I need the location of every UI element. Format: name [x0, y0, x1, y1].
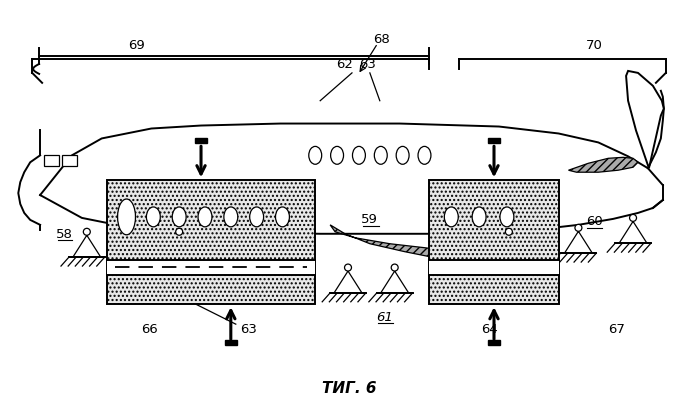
Ellipse shape	[418, 146, 431, 164]
Ellipse shape	[250, 207, 264, 227]
Ellipse shape	[352, 146, 365, 164]
Ellipse shape	[224, 207, 238, 227]
Ellipse shape	[147, 207, 161, 227]
Bar	[225, 340, 237, 345]
Circle shape	[345, 264, 352, 271]
Bar	[488, 340, 500, 345]
Text: 67: 67	[608, 323, 625, 336]
Bar	[429, 180, 558, 304]
Polygon shape	[330, 225, 491, 268]
Polygon shape	[626, 71, 664, 168]
Text: 64: 64	[481, 323, 498, 336]
Circle shape	[83, 228, 90, 235]
Text: ΤИГ. 6: ΤИГ. 6	[322, 381, 376, 396]
Ellipse shape	[500, 207, 514, 227]
Text: 59: 59	[362, 213, 378, 226]
Bar	[195, 139, 207, 143]
Bar	[62, 156, 77, 166]
Text: 63: 63	[240, 323, 257, 336]
Bar	[44, 156, 59, 166]
Bar	[488, 139, 500, 143]
Circle shape	[176, 228, 183, 235]
Ellipse shape	[472, 207, 486, 227]
Ellipse shape	[276, 207, 290, 227]
Circle shape	[391, 264, 398, 271]
Text: 61: 61	[376, 311, 393, 324]
Ellipse shape	[172, 207, 186, 227]
Text: 66: 66	[141, 323, 158, 336]
Bar	[107, 260, 315, 275]
Circle shape	[630, 214, 637, 222]
Text: 62: 62	[336, 58, 353, 71]
Ellipse shape	[198, 207, 212, 227]
Bar	[429, 260, 558, 275]
Text: 58: 58	[56, 228, 73, 241]
Ellipse shape	[374, 146, 387, 164]
Polygon shape	[568, 157, 638, 172]
Text: 63: 63	[359, 58, 376, 71]
Ellipse shape	[117, 199, 135, 235]
Circle shape	[505, 228, 512, 235]
Ellipse shape	[445, 207, 459, 227]
Ellipse shape	[331, 146, 343, 164]
Ellipse shape	[396, 146, 409, 164]
Ellipse shape	[309, 146, 322, 164]
Circle shape	[575, 224, 582, 231]
Text: 68: 68	[373, 33, 390, 46]
Bar	[107, 180, 315, 304]
Text: 70: 70	[586, 38, 603, 51]
Text: 69: 69	[128, 38, 145, 51]
Text: 60: 60	[586, 215, 602, 228]
